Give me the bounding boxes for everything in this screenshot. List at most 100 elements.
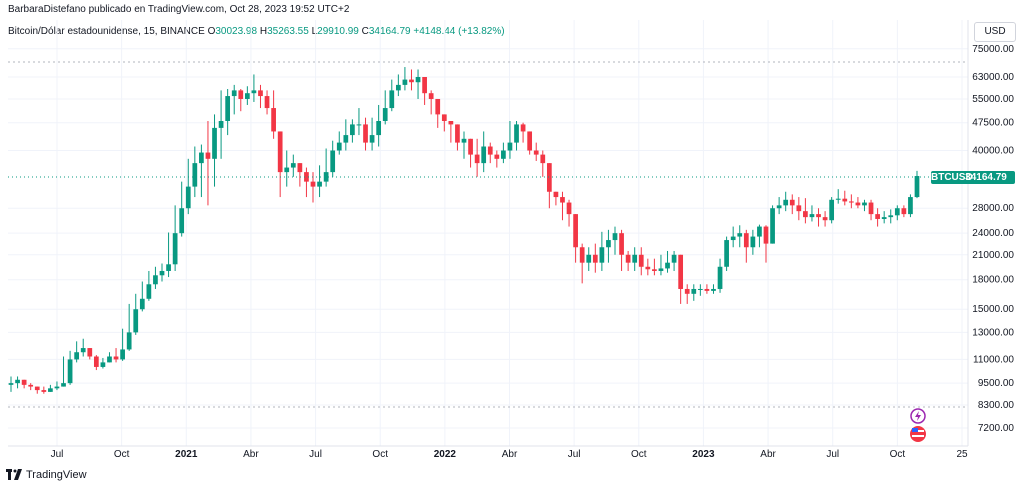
candle[interactable] (192, 146, 198, 198)
candle[interactable] (586, 247, 592, 271)
candle[interactable] (441, 114, 447, 132)
candle[interactable] (743, 229, 749, 263)
candle[interactable] (789, 194, 795, 215)
candle[interactable] (487, 142, 493, 164)
candle[interactable] (803, 198, 808, 224)
candle[interactable] (369, 117, 375, 151)
candle[interactable] (350, 119, 355, 143)
candle[interactable] (868, 199, 874, 221)
candle[interactable] (231, 84, 237, 115)
candle[interactable] (770, 205, 775, 244)
candle[interactable] (80, 338, 86, 357)
candle[interactable] (665, 250, 670, 273)
candle[interactable] (533, 142, 539, 161)
candle[interactable] (901, 205, 907, 218)
candle[interactable] (133, 293, 139, 335)
candle[interactable] (455, 124, 460, 151)
candle[interactable] (914, 170, 920, 199)
candle[interactable] (697, 284, 703, 296)
candle[interactable] (501, 142, 506, 164)
candle[interactable] (835, 189, 841, 204)
candle[interactable] (507, 121, 513, 159)
candle[interactable] (527, 131, 533, 155)
candle[interactable] (251, 74, 257, 102)
candle[interactable] (67, 350, 73, 385)
candle[interactable] (566, 199, 572, 227)
candle[interactable] (520, 122, 526, 143)
candle[interactable] (41, 386, 47, 394)
candle[interactable] (284, 150, 290, 187)
candle[interactable] (330, 140, 336, 177)
candle[interactable] (494, 150, 500, 168)
candle[interactable] (783, 191, 789, 212)
candle[interactable] (87, 348, 93, 360)
candle[interactable] (481, 131, 487, 173)
candle[interactable] (317, 165, 322, 198)
candle[interactable] (796, 197, 802, 221)
candle[interactable] (645, 258, 651, 276)
candle[interactable] (199, 144, 204, 198)
candle[interactable] (120, 328, 125, 361)
candle[interactable] (382, 90, 388, 125)
candle[interactable] (304, 167, 309, 198)
candle[interactable] (514, 121, 519, 151)
candle[interactable] (205, 121, 211, 206)
candle[interactable] (724, 236, 729, 271)
candle[interactable] (658, 254, 664, 276)
candle[interactable] (153, 266, 158, 289)
candle[interactable] (592, 243, 598, 273)
candle[interactable] (612, 226, 618, 255)
candle[interactable] (212, 114, 217, 187)
candle[interactable] (126, 303, 132, 351)
candle[interactable] (573, 214, 578, 263)
candle[interactable] (553, 191, 559, 206)
candle[interactable] (848, 194, 854, 209)
candle[interactable] (8, 376, 14, 392)
candle[interactable] (671, 250, 677, 271)
candle[interactable] (54, 381, 60, 391)
candle[interactable] (415, 69, 421, 99)
candle[interactable] (277, 131, 283, 198)
candle[interactable] (599, 231, 605, 271)
candle[interactable] (862, 199, 867, 212)
candle[interactable] (61, 356, 66, 387)
candle[interactable] (389, 79, 395, 112)
candle[interactable] (264, 90, 270, 115)
candle[interactable] (842, 190, 848, 206)
candle[interactable] (894, 205, 900, 221)
candle[interactable] (619, 229, 624, 271)
candle[interactable] (422, 77, 427, 105)
candle[interactable] (855, 197, 861, 209)
candle[interactable] (875, 208, 880, 227)
candle[interactable] (763, 225, 769, 263)
candle[interactable] (21, 379, 27, 389)
candle[interactable] (691, 284, 697, 301)
candle[interactable] (225, 88, 231, 136)
candle[interactable] (363, 117, 368, 151)
candle[interactable] (776, 197, 782, 215)
candle[interactable] (888, 209, 894, 224)
tradingview-footer[interactable]: TradingView (6, 469, 87, 481)
candle[interactable] (435, 98, 441, 128)
candle[interactable] (166, 232, 171, 278)
candle[interactable] (409, 69, 414, 91)
candle[interactable] (632, 247, 638, 271)
candle[interactable] (395, 74, 401, 97)
candle[interactable] (652, 258, 657, 276)
candle[interactable] (448, 121, 454, 143)
candle[interactable] (579, 243, 585, 284)
candle[interactable] (93, 355, 99, 371)
candle[interactable] (179, 181, 185, 237)
candle[interactable] (100, 357, 106, 369)
candle[interactable] (809, 205, 815, 222)
candle[interactable] (244, 86, 250, 105)
candle[interactable] (107, 352, 112, 363)
candle[interactable] (297, 163, 303, 187)
candle[interactable] (402, 67, 408, 91)
flash-event-icon[interactable] (910, 408, 926, 424)
candle[interactable] (15, 376, 20, 389)
candle[interactable] (34, 386, 40, 394)
candle[interactable] (74, 341, 80, 363)
candle[interactable] (717, 258, 723, 293)
